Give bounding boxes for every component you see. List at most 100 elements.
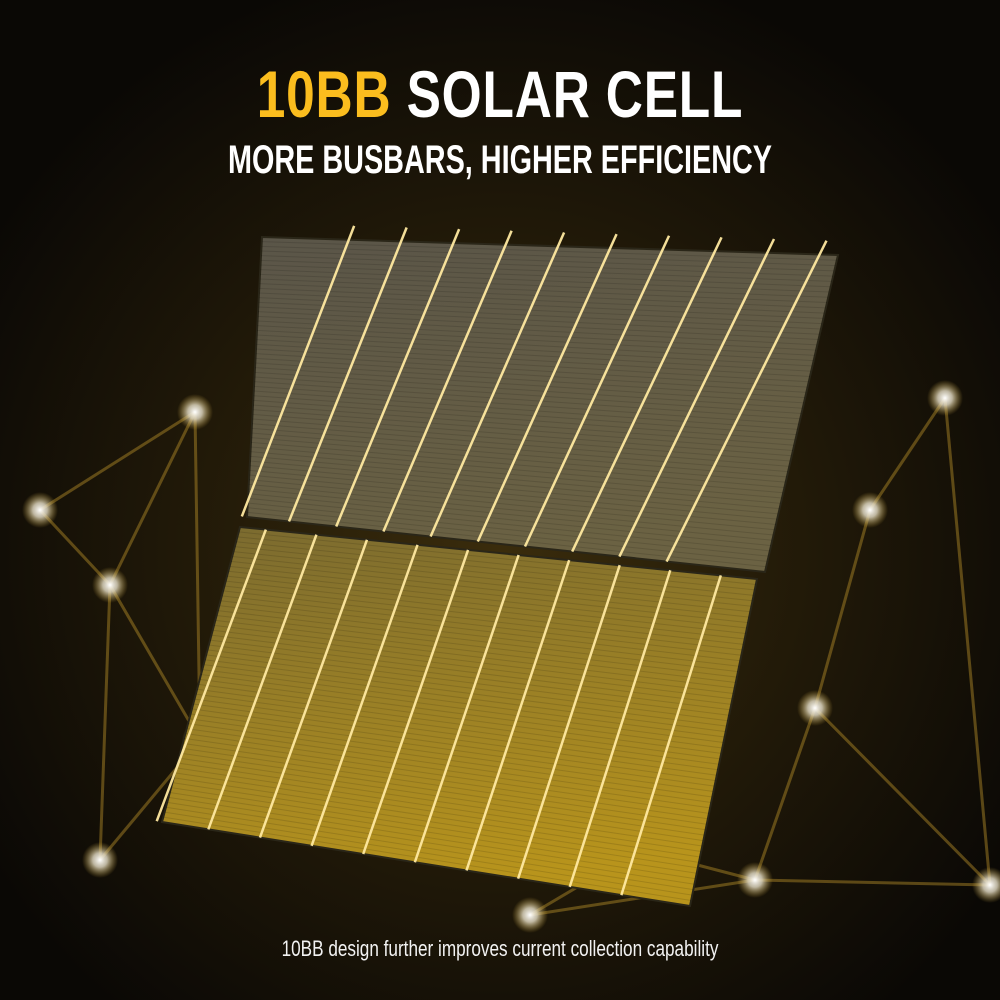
finger-line: [250, 446, 784, 494]
finger-line: [185, 733, 711, 809]
finger-line: [248, 483, 774, 536]
busbar: [476, 233, 618, 543]
headline-rest: SOLAR CELL: [406, 57, 744, 131]
finger-line: [174, 772, 702, 852]
finger-line: [250, 441, 785, 488]
finger-line: [249, 460, 780, 510]
busbar: [258, 539, 369, 839]
finger-line: [251, 432, 787, 478]
network-node: [82, 842, 118, 878]
network-node: [512, 897, 548, 933]
finger-line: [260, 255, 834, 277]
network-line: [108, 584, 202, 741]
finger-line: [256, 343, 811, 378]
network-line: [98, 584, 112, 861]
finger-line: [173, 777, 701, 858]
finger-line: [253, 399, 796, 441]
busbar: [362, 549, 470, 855]
finger-line: [195, 693, 720, 765]
finger-line: [237, 536, 755, 591]
finger-line: [163, 816, 692, 902]
network-node: [852, 492, 888, 528]
finger-line: [253, 390, 798, 430]
busbar: [523, 235, 671, 548]
finger-line: [254, 367, 804, 404]
busbar: [207, 534, 318, 830]
finger-line: [206, 654, 729, 722]
finger-line: [181, 747, 707, 825]
finger-line: [261, 245, 836, 267]
finger-line: [258, 301, 821, 330]
finger-line: [249, 469, 778, 520]
finger-line: [207, 649, 730, 716]
network-line: [754, 878, 991, 887]
finger-line: [165, 806, 694, 891]
network-node: [737, 862, 773, 898]
finger-line: [176, 767, 703, 847]
finger-line: [250, 451, 783, 499]
finger-line: [253, 385, 800, 425]
finger-line: [256, 329, 814, 362]
finger-line: [259, 273, 829, 298]
finger-line: [252, 409, 794, 451]
finger-line: [194, 698, 718, 771]
finger-line: [225, 580, 745, 640]
finger-line: [200, 674, 724, 743]
headline-highlight: 10BB: [256, 57, 392, 131]
finger-line: [257, 325, 815, 356]
finger-line: [254, 381, 801, 420]
finger-line: [260, 269, 830, 293]
finger-line: [255, 348, 809, 383]
solar-cell: [155, 225, 840, 908]
finger-line: [184, 737, 710, 814]
network-line: [753, 707, 817, 881]
finger-line: [182, 742, 708, 820]
finger-line: [250, 455, 781, 504]
finger-line: [221, 595, 742, 656]
busbar: [568, 569, 672, 888]
cell-half-bottom: [160, 525, 759, 908]
caption: 10BB design further improves current col…: [281, 936, 719, 961]
finger-line: [234, 546, 753, 602]
finger-line: [258, 297, 823, 325]
finger-line: [169, 792, 697, 874]
finger-line: [213, 624, 735, 689]
finger-line: [236, 541, 754, 596]
finger-line: [226, 575, 746, 634]
finger-line: [203, 664, 726, 733]
network-line: [943, 397, 992, 886]
finger-line: [202, 669, 725, 738]
finger-line: [197, 688, 721, 760]
finger-line: [186, 728, 712, 803]
network-line: [39, 410, 196, 512]
network-line: [108, 411, 197, 586]
finger-line: [261, 241, 837, 261]
finger-line: [178, 757, 705, 836]
finger-line: [212, 629, 734, 694]
finger-line: [208, 644, 731, 711]
cell-half-top: [245, 235, 840, 574]
network-line: [868, 397, 947, 511]
finger-line: [217, 610, 739, 673]
finger-line: [220, 600, 741, 662]
finger-line: [259, 278, 828, 304]
finger-line: [216, 615, 737, 678]
finger-line: [247, 507, 768, 562]
finger-line: [252, 413, 792, 457]
finger-line: [223, 590, 743, 651]
finger-line: [252, 418, 791, 462]
finger-line: [248, 493, 772, 547]
busbar: [382, 230, 513, 532]
network-node: [92, 567, 128, 603]
finger-line: [258, 292, 824, 319]
finger-line: [261, 250, 835, 272]
finger-line: [256, 339, 812, 372]
finger-line: [211, 634, 733, 700]
finger-line: [247, 502, 769, 557]
finger-line: [228, 570, 748, 629]
finger-line: [247, 511, 767, 568]
finger-line: [210, 639, 732, 705]
finger-line: [171, 787, 698, 869]
finger-line: [204, 659, 727, 727]
